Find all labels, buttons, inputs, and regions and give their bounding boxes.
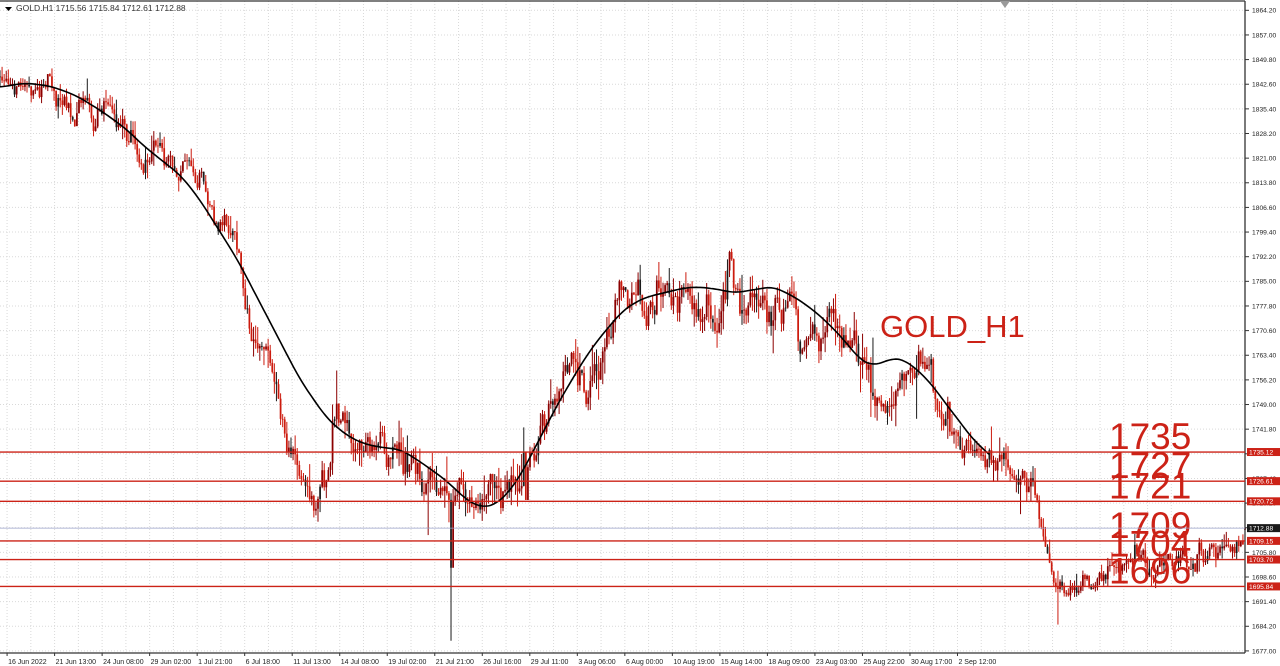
svg-text:10 Aug 19:00: 10 Aug 19:00 (673, 659, 714, 666)
svg-text:1806.60: 1806.60 (1252, 205, 1276, 212)
svg-text:GOLD_H1: GOLD_H1 (880, 309, 1025, 344)
svg-text:1709.15: 1709.15 (1249, 538, 1273, 545)
svg-text:19 Jul 02:00: 19 Jul 02:00 (388, 659, 426, 666)
svg-text:15 Aug 14:00: 15 Aug 14:00 (721, 659, 762, 666)
svg-text:1691.40: 1691.40 (1252, 599, 1276, 606)
svg-text:26 Jul 16:00: 26 Jul 16:00 (483, 659, 521, 666)
svg-text:1813.80: 1813.80 (1252, 180, 1276, 187)
svg-text:23 Aug 03:00: 23 Aug 03:00 (816, 659, 857, 666)
svg-text:1770.60: 1770.60 (1252, 328, 1276, 335)
svg-text:1735.12: 1735.12 (1249, 449, 1273, 456)
svg-text:30 Aug 17:00: 30 Aug 17:00 (911, 659, 952, 666)
svg-text:1828.20: 1828.20 (1252, 131, 1276, 138)
svg-text:1721: 1721 (1109, 465, 1191, 506)
svg-text:1695.84: 1695.84 (1249, 584, 1273, 591)
svg-text:29 Jul 11:00: 29 Jul 11:00 (531, 659, 569, 666)
svg-text:1726.61: 1726.61 (1249, 479, 1273, 486)
svg-text:1842.60: 1842.60 (1252, 82, 1276, 89)
svg-text:6 Jul 18:00: 6 Jul 18:00 (246, 659, 280, 666)
svg-text:1792.20: 1792.20 (1252, 254, 1276, 261)
svg-text:29 Jun 02:00: 29 Jun 02:00 (151, 659, 192, 666)
svg-text:25 Aug 22:00: 25 Aug 22:00 (863, 659, 904, 666)
svg-text:1712.88: 1712.88 (1249, 526, 1273, 533)
svg-text:24 Jun 08:00: 24 Jun 08:00 (103, 659, 144, 666)
svg-text:1749.00: 1749.00 (1252, 402, 1276, 409)
svg-text:1763.40: 1763.40 (1252, 353, 1276, 360)
svg-text:1835.40: 1835.40 (1252, 106, 1276, 113)
svg-text:16 Jun 2022: 16 Jun 2022 (8, 659, 47, 666)
svg-text:21 Jun 13:00: 21 Jun 13:00 (56, 659, 97, 666)
svg-text:1703.70: 1703.70 (1249, 557, 1273, 564)
svg-text:1698.60: 1698.60 (1252, 574, 1276, 581)
svg-text:1821.00: 1821.00 (1252, 156, 1276, 163)
svg-text:1849.80: 1849.80 (1252, 57, 1276, 64)
svg-text:1741.80: 1741.80 (1252, 427, 1276, 434)
svg-text:3 Aug 06:00: 3 Aug 06:00 (578, 659, 615, 666)
svg-text:GOLD.H1 1715.56 1715.84 1712.: GOLD.H1 1715.56 1715.84 1712.61 1712.88 (16, 3, 186, 13)
svg-text:1720.72: 1720.72 (1249, 499, 1273, 506)
svg-text:1 Jul 21:00: 1 Jul 21:00 (198, 659, 232, 666)
svg-text:11 Jul 13:00: 11 Jul 13:00 (293, 659, 331, 666)
svg-text:14 Jul 08:00: 14 Jul 08:00 (341, 659, 379, 666)
svg-text:21 Jul 21:00: 21 Jul 21:00 (436, 659, 474, 666)
svg-text:2 Sep 12:00: 2 Sep 12:00 (958, 659, 996, 666)
svg-text:1696: 1696 (1109, 550, 1191, 591)
svg-text:1785.00: 1785.00 (1252, 279, 1276, 286)
svg-text:1864.20: 1864.20 (1252, 8, 1276, 15)
svg-text:1677.00: 1677.00 (1252, 648, 1276, 655)
svg-text:1684.20: 1684.20 (1252, 624, 1276, 631)
svg-text:1777.80: 1777.80 (1252, 303, 1276, 310)
svg-text:1857.00: 1857.00 (1252, 32, 1276, 39)
svg-text:18 Aug 09:00: 18 Aug 09:00 (768, 659, 809, 666)
svg-text:1799.40: 1799.40 (1252, 229, 1276, 236)
svg-text:6 Aug 00:00: 6 Aug 00:00 (626, 659, 663, 666)
svg-text:1756.20: 1756.20 (1252, 377, 1276, 384)
